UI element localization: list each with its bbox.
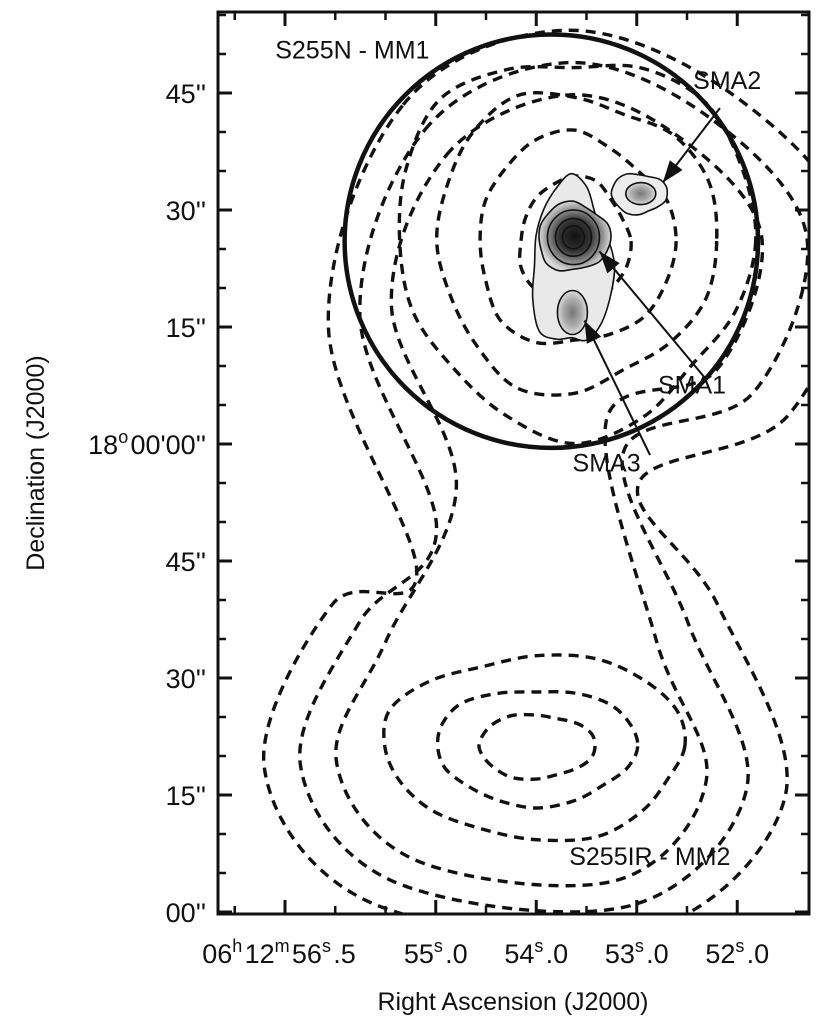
mm1-contour [517, 174, 633, 303]
x-tick-label: 55s .0 [404, 936, 468, 969]
x-ticks [233, 12, 739, 914]
mm2-contour [435, 690, 640, 810]
mm1-contour [434, 91, 719, 397]
y-tick-label: 00'' [166, 898, 206, 928]
source-label-sma1: SMA1 [658, 371, 726, 399]
sma-emission-contours [531, 172, 669, 342]
source-label-sma3: SMA3 [573, 449, 641, 477]
primary-beam-circle [342, 32, 761, 451]
sma3-knot [556, 289, 589, 336]
y-tick-label: 18o 00'00'' [88, 427, 206, 460]
arrow-sma2 [661, 107, 721, 184]
outer-contour [261, 28, 809, 914]
x-tick-label: 52s .0 [705, 936, 769, 969]
mm2-contour [382, 653, 687, 843]
mm1-contour [478, 128, 678, 346]
y-tick-label: 45'' [166, 79, 206, 109]
mm2-contour [477, 712, 597, 782]
x-axis-title: Right Ascension (J2000) [378, 988, 649, 1016]
annotations: SMA1 SMA2 SMA3 S255N - MM1 S255IR - MM2 [275, 36, 761, 871]
y-tick-label: 30'' [166, 664, 206, 694]
label-mm1: S255N - MM1 [275, 36, 429, 64]
source-arrows [583, 107, 721, 456]
arrow-sma1 [598, 250, 706, 379]
outer-contour [298, 60, 809, 914]
y-tick-label: 15'' [166, 781, 206, 811]
y-tick-labels: 00'' 15'' 30'' 45'' 18o 00'00'' 15'' 30'' 45'' [88, 79, 206, 928]
sma2-knot [624, 181, 657, 206]
sma1-contour [561, 224, 586, 250]
dashed-contours [261, 28, 809, 914]
x-tick-labels: 06h 12m 56s .5 55s .0 54s .0 53s .0 52s .0 [202, 936, 769, 969]
x-tick-label: 54s .0 [504, 936, 568, 969]
mm1-contour [397, 63, 758, 446]
source-label-sma2: SMA2 [693, 67, 761, 95]
x-tick-label: 06h 12m 56s .5 [202, 936, 355, 969]
outer-contour [334, 93, 765, 888]
arrow-sma3 [583, 320, 651, 456]
sma1-contour [546, 209, 601, 266]
label-mm2: S255IR - MM2 [569, 843, 730, 871]
y-tick-label: 30'' [166, 196, 206, 226]
y-axis-title: Declination (J2000) [22, 355, 50, 570]
sma1-contour [554, 217, 593, 258]
y-ticks [218, 13, 809, 914]
plot-frame [216, 10, 811, 916]
primary-beam [342, 32, 761, 451]
x-tick-label: 53s .0 [605, 936, 669, 969]
y-tick-label: 15'' [166, 313, 206, 343]
y-tick-label: 45'' [166, 547, 206, 577]
